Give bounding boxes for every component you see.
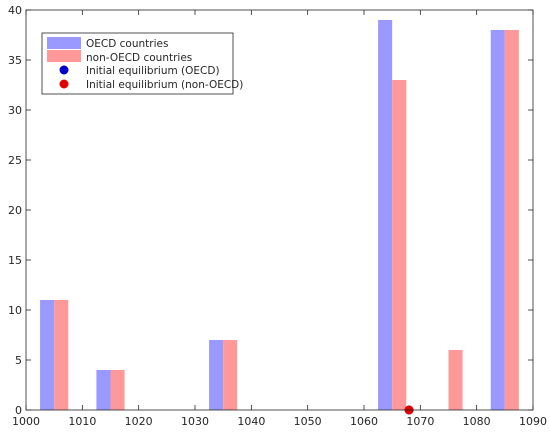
legend-label-initial-non-oecd: Initial equilibrium (non-OECD) (86, 79, 243, 91)
x-tick-label: 1000 (12, 415, 40, 428)
y-tick-label: 0 (15, 404, 22, 417)
bar-oecd-1015 (96, 370, 111, 410)
y-tick-label: 35 (8, 54, 22, 67)
y-tick-label: 20 (8, 204, 22, 217)
bar-non-oecd-1075 (448, 350, 463, 410)
x-tick-label: 1010 (68, 415, 96, 428)
bar-non-oecd-1005 (54, 300, 69, 410)
x-tick-label: 1020 (125, 415, 153, 428)
bar-oecd-1065 (378, 20, 393, 410)
bar-non-oecd-1085 (504, 30, 519, 410)
legend-label-initial-oecd: Initial equilibrium (OECD) (86, 65, 220, 77)
bar-non-oecd-1035 (223, 340, 238, 410)
x-tick-label: 1090 (519, 415, 547, 428)
y-tick-label: 30 (8, 104, 22, 117)
bar-oecd-1005 (40, 300, 55, 410)
legend-swatch-oecd (47, 37, 81, 49)
legend-label-non-oecd: non-OECD countries (86, 52, 192, 64)
x-tick-label: 1040 (237, 415, 265, 428)
x-tick-label: 1060 (350, 415, 378, 428)
legend-label-oecd: OECD countries (86, 38, 168, 50)
x-tick-label: 1080 (463, 415, 491, 428)
x-tick-label: 1050 (294, 415, 322, 428)
bar-non-oecd-1065 (392, 80, 407, 410)
bar-oecd-1035 (209, 340, 224, 410)
x-tick-label: 1030 (181, 415, 209, 428)
y-tick-label: 25 (8, 154, 22, 167)
bar-non-oecd-1015 (110, 370, 125, 410)
y-tick-label: 5 (15, 354, 22, 367)
legend-marker-oecd (59, 65, 69, 75)
legend-swatch-non-oecd (47, 50, 81, 62)
bars-layer (40, 20, 519, 410)
legend: OECD countries non-OECD countries Initia… (41, 32, 243, 95)
y-tick-label: 10 (8, 304, 22, 317)
y-tick-label: 15 (8, 254, 22, 267)
x-tick-label: 1070 (406, 415, 434, 428)
bar-oecd-1085 (490, 30, 505, 410)
x-axis: 1000 1010 1020 1030 1040 1050 1060 1070 1080 1090 (12, 10, 547, 428)
y-tick-label: 40 (8, 4, 22, 17)
y-axis: 0 5 10 15 20 25 30 35 40 (8, 4, 533, 417)
legend-marker-non-oecd (59, 79, 69, 89)
